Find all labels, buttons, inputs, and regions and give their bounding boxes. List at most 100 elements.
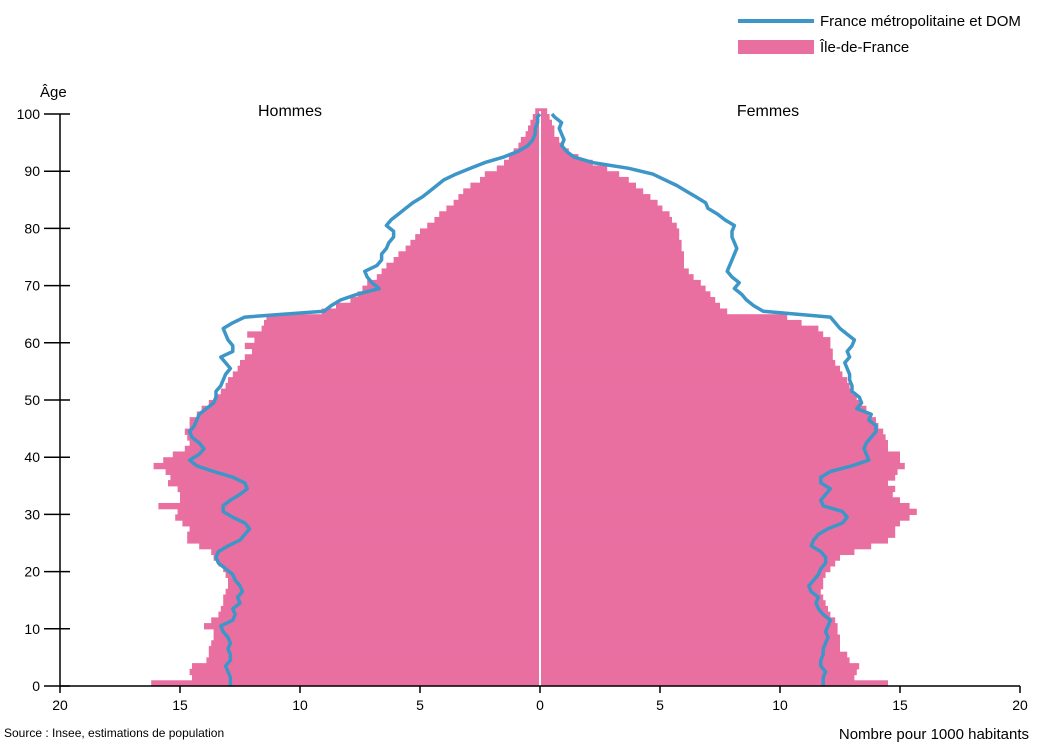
bar-men-age-84 bbox=[453, 199, 540, 207]
bar-men-age-83 bbox=[446, 205, 540, 212]
bar-women-age-40 bbox=[540, 451, 900, 458]
x-tick-label: 5 bbox=[656, 697, 664, 713]
bar-women-age-46 bbox=[540, 417, 876, 424]
bar-women-age-45 bbox=[540, 422, 879, 430]
bar-men-age-55 bbox=[237, 365, 540, 372]
bar-women-age-20 bbox=[540, 565, 831, 573]
bar-men-age-15 bbox=[223, 594, 540, 601]
bar-women-age-69 bbox=[540, 285, 706, 292]
bar-women-age-96 bbox=[540, 131, 555, 138]
y-tick-label: 90 bbox=[24, 163, 40, 179]
bar-women-age-25 bbox=[540, 537, 888, 544]
x-tick-label: 5 bbox=[416, 697, 424, 713]
bar-women-age-7 bbox=[540, 640, 840, 647]
bar-women-age-8 bbox=[540, 634, 840, 641]
bar-men-age-24 bbox=[199, 543, 540, 550]
bar-men-age-87 bbox=[470, 182, 540, 189]
bar-women-age-97 bbox=[540, 125, 555, 132]
bar-men-age-13 bbox=[220, 605, 541, 613]
bar-women-age-18 bbox=[540, 577, 824, 584]
bar-men-age-25 bbox=[187, 537, 540, 544]
bar-women-age-33 bbox=[540, 491, 893, 498]
bar-women-age-30 bbox=[540, 508, 917, 515]
bar-women-age-23 bbox=[540, 548, 855, 556]
bar-men-age-93 bbox=[513, 148, 540, 155]
bar-women-age-90 bbox=[540, 165, 608, 172]
bar-men-age-89 bbox=[484, 171, 540, 178]
bar-men-age-44 bbox=[184, 428, 541, 435]
bar-women-age-42 bbox=[540, 440, 888, 447]
bar-women-age-59 bbox=[540, 342, 831, 350]
bar-women-age-79 bbox=[540, 228, 680, 235]
bar-men-age-91 bbox=[504, 159, 540, 167]
x-tick-label: 20 bbox=[52, 697, 68, 713]
bar-women-age-55 bbox=[540, 365, 840, 372]
bar-men-age-66 bbox=[336, 302, 540, 310]
bar-men-age-92 bbox=[508, 154, 540, 161]
y-tick-label: 60 bbox=[24, 335, 40, 351]
bar-women-age-35 bbox=[540, 480, 888, 487]
bar-women-age-43 bbox=[540, 434, 886, 441]
bar-men-age-33 bbox=[180, 491, 540, 498]
bar-women-age-50 bbox=[540, 394, 857, 401]
bar-men-age-30 bbox=[177, 508, 540, 515]
bar-women-age-67 bbox=[540, 297, 716, 304]
bar-men-age-19 bbox=[225, 571, 540, 578]
bar-men-age-62 bbox=[261, 325, 540, 332]
bar-women-age-49 bbox=[540, 400, 862, 407]
bar-men-age-11 bbox=[211, 617, 540, 624]
bar-men-age-16 bbox=[225, 588, 540, 596]
bar-men-age-61 bbox=[247, 331, 540, 338]
bar-women-age-11 bbox=[540, 617, 836, 624]
bar-men-age-50 bbox=[216, 394, 540, 401]
bar-men-age-68 bbox=[357, 291, 540, 298]
bar-women-age-64 bbox=[540, 314, 788, 321]
bar-men-age-52 bbox=[225, 382, 540, 390]
bar-men-age-56 bbox=[240, 359, 540, 367]
bar-women-age-86 bbox=[540, 188, 644, 195]
bar-men-age-67 bbox=[350, 297, 540, 304]
legend-label-france: France métropolitaine et DOM bbox=[820, 12, 1021, 30]
bar-women-age-39 bbox=[540, 457, 900, 464]
bar-women-age-38 bbox=[540, 462, 905, 470]
x-tick-label: 0 bbox=[536, 697, 544, 713]
bar-women-age-76 bbox=[540, 245, 682, 252]
bar-women-age-53 bbox=[540, 377, 848, 384]
bar-women-age-81 bbox=[540, 216, 672, 224]
y-tick-label: 40 bbox=[24, 449, 40, 465]
bar-women-age-58 bbox=[540, 348, 833, 355]
bar-men-age-26 bbox=[187, 531, 540, 538]
bar-women-age-54 bbox=[540, 371, 843, 378]
bar-women-age-24 bbox=[540, 543, 872, 550]
idf-men-bars bbox=[151, 108, 541, 687]
bar-women-age-57 bbox=[540, 354, 833, 361]
bar-men-age-100 bbox=[535, 108, 540, 115]
bar-men-age-86 bbox=[463, 188, 540, 195]
bar-men-age-21 bbox=[218, 560, 540, 567]
bar-women-age-1 bbox=[540, 674, 855, 681]
x-axis-unit-label: Nombre pour 1000 habitants bbox=[838, 726, 1029, 743]
bar-women-age-94 bbox=[540, 142, 564, 149]
bar-men-age-54 bbox=[232, 371, 541, 378]
bar-men-age-10 bbox=[204, 623, 540, 630]
bar-women-age-16 bbox=[540, 588, 821, 596]
bar-women-age-34 bbox=[540, 485, 896, 493]
bar-women-age-61 bbox=[540, 331, 824, 338]
bar-men-age-36 bbox=[170, 474, 540, 481]
bar-men-age-45 bbox=[189, 422, 540, 430]
bar-women-age-14 bbox=[540, 600, 826, 607]
bar-women-age-52 bbox=[540, 382, 850, 390]
x-tick-label: 20 bbox=[1012, 697, 1028, 713]
bar-women-age-56 bbox=[540, 359, 836, 367]
bar-men-age-79 bbox=[420, 228, 540, 235]
bar-women-age-65 bbox=[540, 308, 728, 315]
bar-men-age-78 bbox=[415, 234, 540, 241]
bar-men-age-43 bbox=[187, 434, 540, 441]
bar-men-age-69 bbox=[362, 285, 540, 292]
bar-men-age-90 bbox=[496, 165, 540, 172]
bar-men-age-51 bbox=[220, 388, 541, 395]
bar-women-age-32 bbox=[540, 497, 900, 504]
bar-women-age-44 bbox=[540, 428, 884, 435]
